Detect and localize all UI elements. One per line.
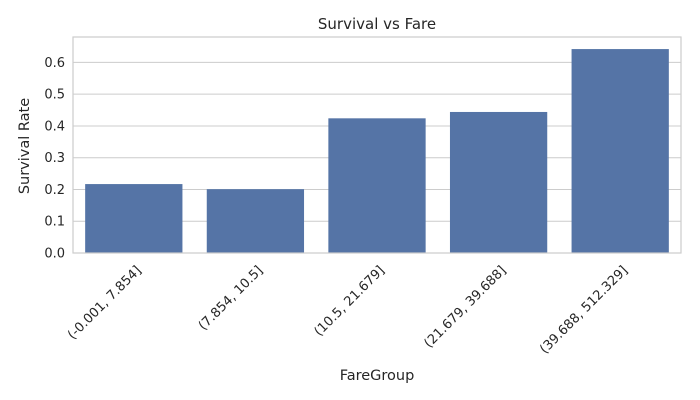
y-tick-label: 0.0 [44,247,65,262]
y-tick-label: 0.6 [44,56,65,71]
y-axis-label: Survival Rate [17,98,33,194]
bar-4 [571,49,669,253]
y-tick-label: 0.2 [44,183,65,198]
x-tick-label: (-0.001, 7.854] [65,263,145,343]
x-tick-label: (10.5, 21.679] [312,263,388,339]
bar-2 [328,118,426,253]
y-tick-labels: 0.0 0.1 0.2 0.3 0.4 0.5 0.6 [44,56,65,262]
x-tick-labels: (-0.001, 7.854] (7.854, 10.5] (10.5, 21.67… [65,263,631,357]
x-tick-label: (39.688, 512.329] [537,263,631,357]
y-tick-label: 0.1 [44,215,65,230]
bar-1 [206,189,305,253]
y-tick-label: 0.3 [44,151,65,166]
y-tick-label: 0.5 [44,88,65,103]
x-tick-label: (21.679, 39.688] [421,263,509,351]
plot-frame [72,36,682,254]
chart-title: Survival vs Fare [318,15,436,33]
bars [85,49,669,253]
bar-0 [85,184,183,253]
y-tick-label: 0.4 [44,119,65,134]
x-tick-label: (7.854, 10.5] [196,263,266,333]
x-axis-label: FareGroup [340,368,415,384]
bar-3 [449,111,548,253]
